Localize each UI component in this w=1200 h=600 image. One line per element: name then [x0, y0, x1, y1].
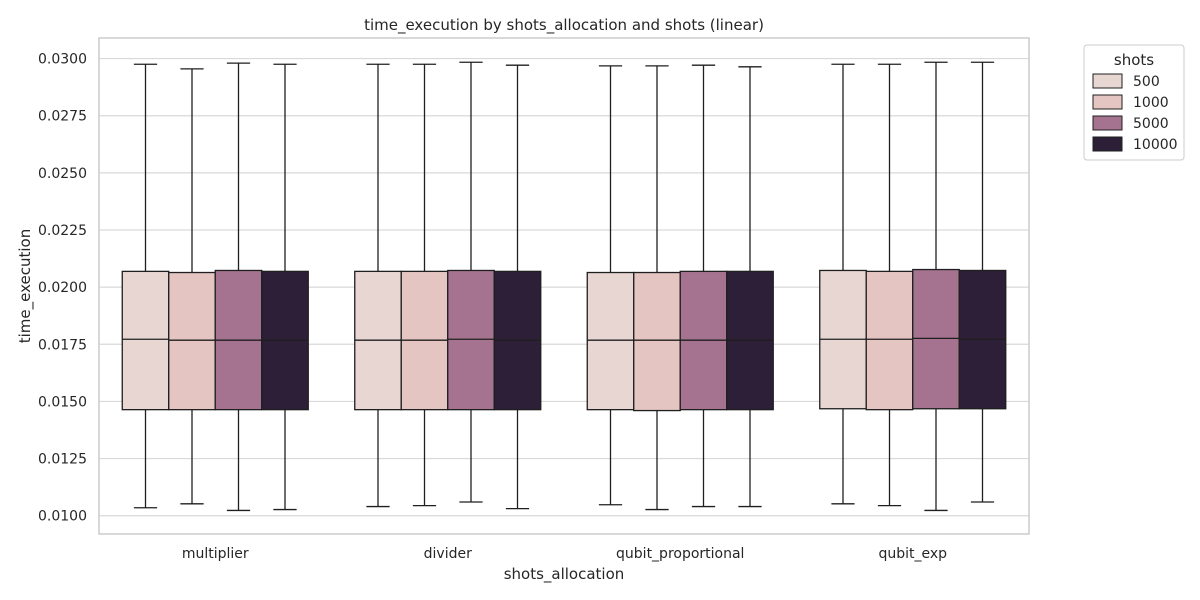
box-qubit_proportional-10000 — [726, 66, 774, 508]
y-axis-label: time_execution — [16, 229, 35, 344]
y-tick-label: 0.0200 — [38, 280, 87, 296]
y-tick-label: 0.0175 — [38, 337, 87, 353]
box-qubit_exp-5000 — [912, 61, 960, 512]
box-qubit_proportional-5000 — [679, 64, 728, 508]
box-body — [586, 271, 635, 411]
x-tick-label: divider — [424, 546, 472, 562]
y-tick-label: 0.0275 — [38, 109, 87, 125]
x-tick-label: multiplier — [182, 546, 249, 562]
x-axis-label: shots_allocation — [504, 565, 625, 584]
y-tick-label: 0.0125 — [38, 452, 87, 468]
legend-label: 500 — [1133, 74, 1160, 90]
box-divider-5000 — [447, 61, 495, 503]
legend-label: 1000 — [1133, 95, 1169, 111]
x-tick-label: qubit_exp — [878, 546, 947, 562]
box-qubit_exp-10000 — [958, 61, 1007, 503]
x-tick-label: qubit_proportional — [616, 546, 744, 562]
box-multiplier-1000 — [168, 68, 216, 505]
y-axis-ticks: 0.0100 0.0125 0.0150 0.0175 0.0200 0.0225 0.02… — [38, 52, 87, 525]
legend-swatch — [1092, 136, 1123, 152]
boxes — [121, 61, 1007, 512]
y-tick-label: 0.0100 — [38, 509, 87, 525]
box-body — [633, 271, 681, 412]
box-divider-1000 — [400, 63, 449, 507]
y-tick-label: 0.0225 — [38, 223, 87, 239]
box-multiplier-10000 — [261, 63, 309, 511]
legend-label: 5000 — [1133, 116, 1169, 132]
box-body — [447, 269, 495, 411]
legend-swatch — [1092, 73, 1123, 89]
box-qubit_exp-1000 — [865, 63, 914, 507]
box-body — [865, 270, 914, 411]
box-divider-500 — [354, 63, 402, 508]
legend-swatch — [1092, 115, 1123, 131]
x-axis-ticks: multiplier divider qubit_proportional qubit… — [182, 546, 947, 562]
box-multiplier-500 — [121, 63, 170, 509]
box-qubit_proportional-500 — [586, 65, 635, 506]
legend-label: 10000 — [1133, 137, 1178, 153]
legend-title: shots — [1114, 51, 1154, 69]
box-qubit_proportional-1000 — [633, 65, 681, 511]
chart-title: time_execution by shots_allocation and s… — [364, 16, 764, 35]
box-body — [168, 271, 216, 411]
y-tick-label: 0.0150 — [38, 394, 87, 410]
plot-frame — [98, 37, 1030, 535]
legend-swatch — [1092, 94, 1123, 110]
box-divider-10000 — [493, 64, 542, 510]
y-tick-label: 0.0300 — [38, 52, 87, 68]
box-qubit_exp-500 — [819, 63, 867, 505]
y-tick-label: 0.0250 — [38, 166, 87, 182]
legend-items: 500 1000 5000 10000 — [1092, 73, 1178, 153]
legend: shots 500 1000 5000 10000 — [1083, 44, 1185, 161]
box-multiplier-5000 — [214, 62, 263, 512]
box-body — [912, 268, 960, 410]
box-body — [121, 270, 170, 411]
